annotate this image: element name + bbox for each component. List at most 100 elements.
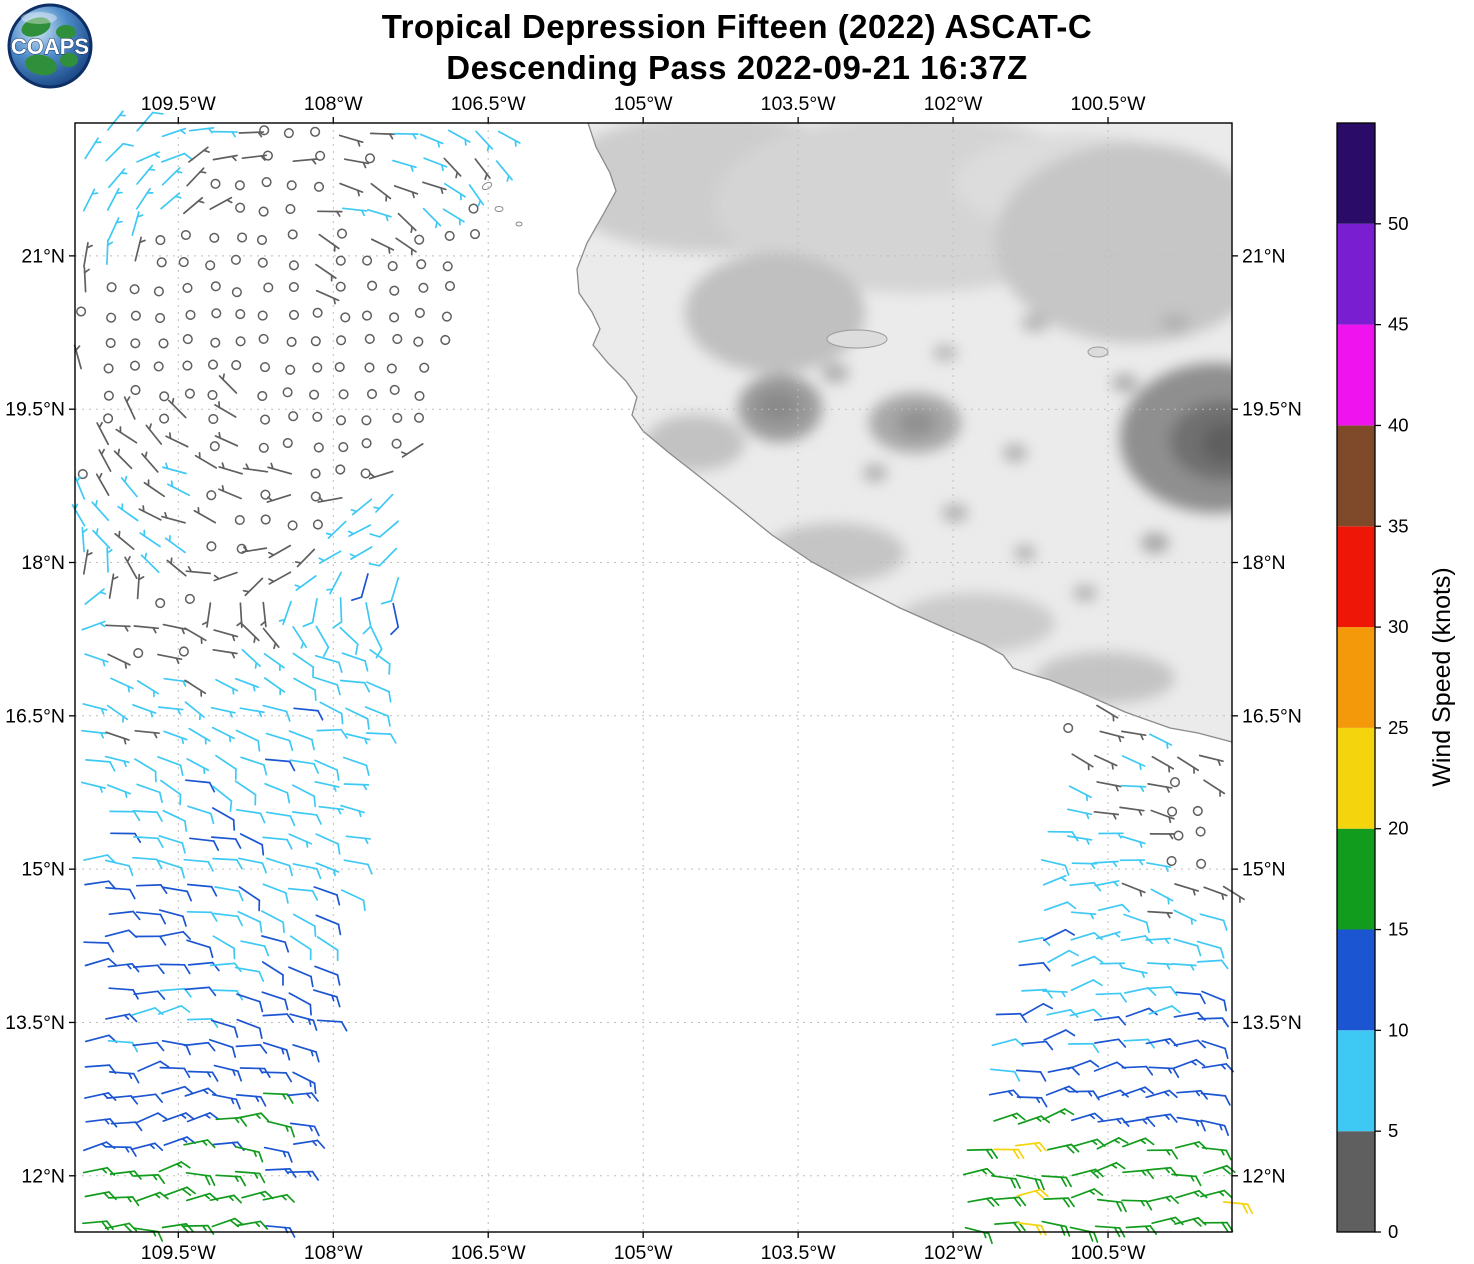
wind-barb bbox=[294, 548, 316, 568]
wind-barb bbox=[1016, 1188, 1049, 1199]
wind-barb bbox=[340, 889, 366, 912]
wind-barb bbox=[135, 1112, 168, 1124]
lake-outline bbox=[1087, 346, 1109, 358]
wind-barb bbox=[235, 729, 261, 752]
wind-barb bbox=[157, 706, 184, 715]
wind-barb bbox=[1121, 1199, 1153, 1211]
calm-circle bbox=[182, 334, 193, 345]
wind-barb bbox=[1203, 886, 1228, 900]
wind-barb bbox=[214, 431, 239, 447]
calm-circle bbox=[336, 228, 348, 239]
wind-barb bbox=[188, 146, 210, 163]
y-tick-label-right: 18°N bbox=[1242, 552, 1286, 574]
wind-barb bbox=[1200, 1119, 1230, 1137]
wind-barb bbox=[1198, 754, 1224, 766]
wind-barb bbox=[994, 1196, 1027, 1207]
calm-circle bbox=[309, 389, 320, 400]
wind-barb bbox=[184, 701, 205, 721]
wind-barb bbox=[1119, 859, 1146, 866]
calm-circle bbox=[414, 307, 425, 318]
calm-circle bbox=[208, 413, 219, 425]
wind-barb bbox=[1148, 1005, 1181, 1015]
calm-circle bbox=[310, 126, 321, 137]
wind-barb bbox=[240, 756, 268, 776]
wind-barb bbox=[136, 111, 164, 132]
calm-circle bbox=[153, 286, 164, 297]
x-tick-label-bottom: 106.5°W bbox=[451, 1242, 527, 1264]
wind-barb bbox=[241, 648, 261, 669]
calm-circle bbox=[366, 388, 378, 400]
wind-barb bbox=[962, 1167, 996, 1177]
calm-circle bbox=[259, 362, 271, 373]
wind-barb bbox=[194, 451, 218, 469]
wind-barb bbox=[262, 1041, 291, 1061]
calm-circle bbox=[334, 361, 345, 373]
calm-circle bbox=[367, 280, 378, 291]
wind-barb bbox=[215, 754, 237, 781]
wind-barb bbox=[132, 856, 163, 870]
calm-circle bbox=[260, 489, 271, 500]
wind-barb bbox=[74, 475, 86, 500]
wind-barb bbox=[1069, 1008, 1103, 1018]
calm-circle bbox=[256, 234, 268, 246]
wind-barb bbox=[92, 528, 111, 549]
wind-barb bbox=[211, 807, 236, 831]
calm-circle bbox=[288, 411, 299, 422]
calm-circle bbox=[444, 280, 456, 292]
calm-circle bbox=[312, 411, 323, 422]
calm-circle bbox=[444, 230, 455, 241]
wind-barb bbox=[1096, 1089, 1129, 1099]
calm-circle bbox=[159, 391, 170, 402]
wind-barb bbox=[183, 1139, 216, 1149]
wind-barb bbox=[287, 1170, 320, 1181]
calm-circle bbox=[287, 520, 298, 531]
wind-barb bbox=[136, 151, 160, 163]
wind-barb bbox=[241, 154, 268, 161]
wind-barb bbox=[262, 1013, 295, 1024]
wind-barb bbox=[1069, 881, 1102, 892]
wind-barb bbox=[209, 1194, 242, 1204]
wind-barb bbox=[315, 625, 330, 658]
wind-barb bbox=[318, 233, 340, 252]
wind-barb bbox=[1041, 1175, 1072, 1188]
wind-barb bbox=[133, 990, 166, 1000]
wind-barb bbox=[343, 783, 370, 791]
wind-barb bbox=[1042, 990, 1068, 998]
wind-barb bbox=[302, 597, 318, 628]
wind-barb bbox=[262, 627, 280, 650]
wind-barb bbox=[1095, 931, 1121, 940]
x-tick-label-top: 100.5°W bbox=[1071, 93, 1147, 115]
wind-barb bbox=[161, 1085, 194, 1095]
wind-barb bbox=[347, 524, 372, 537]
wind-barb bbox=[186, 939, 214, 959]
wind-barb bbox=[326, 571, 343, 595]
wind-barb bbox=[261, 935, 290, 953]
wind-barb bbox=[1015, 1069, 1047, 1082]
wind-barb bbox=[160, 192, 182, 210]
wind-barb bbox=[342, 756, 370, 776]
wind-barb bbox=[1199, 913, 1228, 931]
wind-barb bbox=[343, 859, 373, 875]
wind-barb bbox=[134, 758, 157, 783]
wind-barb bbox=[991, 1038, 1024, 1047]
wind-barb bbox=[161, 1039, 191, 1056]
calm-circle bbox=[387, 261, 398, 272]
x-tick-label-bottom: 108°W bbox=[304, 1242, 363, 1264]
wind-barb bbox=[133, 625, 160, 634]
wind-barb bbox=[265, 732, 294, 752]
wind-barb bbox=[395, 237, 417, 256]
wind-barb bbox=[73, 344, 82, 370]
wind-barb bbox=[1203, 779, 1226, 797]
x-tick-label-top: 105°W bbox=[614, 93, 673, 115]
wind-barb bbox=[1203, 1164, 1236, 1175]
wind-barb bbox=[239, 833, 265, 856]
y-tick-label-left: 12°N bbox=[21, 1165, 65, 1187]
calm-circle bbox=[106, 282, 117, 293]
wind-barb bbox=[1066, 1059, 1100, 1070]
calm-circle bbox=[419, 362, 430, 373]
wind-barb bbox=[136, 573, 145, 600]
wind-barb bbox=[210, 836, 242, 849]
title-line2: Descending Pass 2022-09-21 16:37Z bbox=[446, 49, 1028, 86]
wind-barb bbox=[108, 168, 128, 189]
wind-barb bbox=[133, 1174, 166, 1184]
